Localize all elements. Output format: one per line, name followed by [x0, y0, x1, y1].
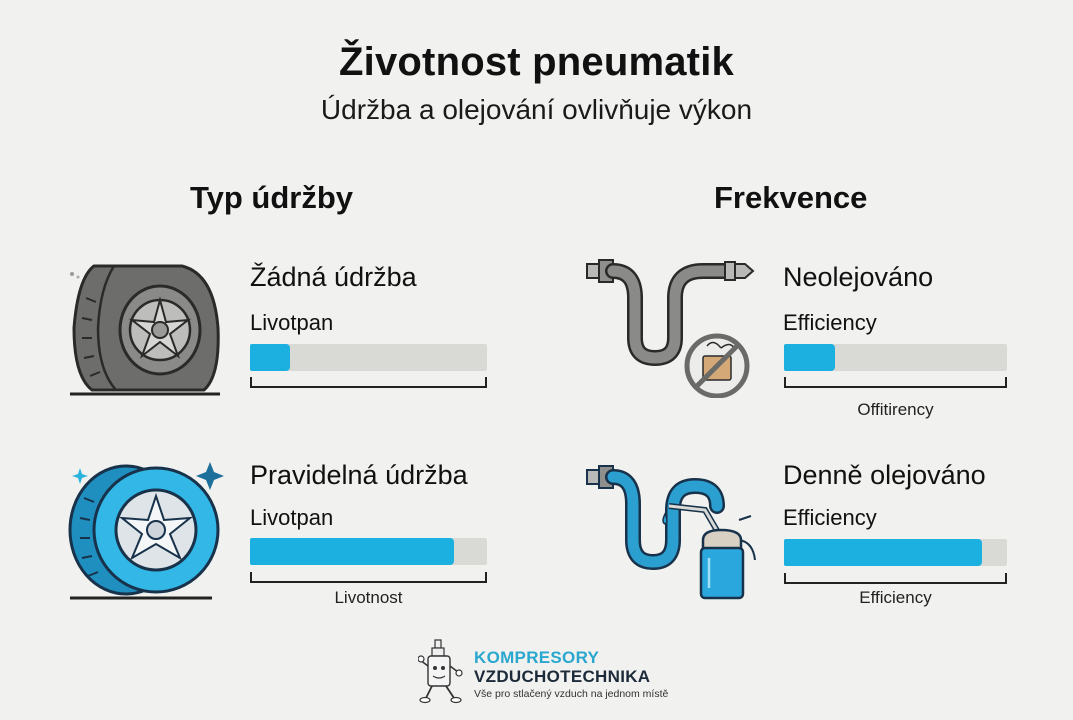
hose-oiler-icon: [586, 465, 756, 600]
lifespan-bar-track: [250, 344, 487, 371]
item-name: Neolejováno: [783, 262, 934, 292]
axis-label: Offitirency: [857, 400, 934, 419]
item-name: Denně olejováno: [783, 460, 986, 490]
efficiency-bar-fill: [784, 344, 836, 371]
flat-tire-icon: [70, 264, 220, 396]
efficiency-bar-fill: [784, 539, 983, 566]
logo-line-2: VZDUCHOTECHNIKA: [474, 667, 651, 686]
lifespan-bar-fill: [250, 344, 291, 371]
efficiency-bar-track: [784, 344, 1007, 371]
axis-bracket: [784, 377, 1007, 388]
item-metric-label: Efficiency: [783, 310, 877, 335]
item-name: Žádná údržba: [250, 262, 417, 292]
item-name: Pravidelná údržba: [250, 460, 468, 490]
inflated-tire-icon: [68, 462, 224, 600]
axis-bracket: [784, 573, 1007, 584]
column-heading-maintenance-type: Typ údržby: [190, 180, 354, 215]
page-title: Životnost pneumatik: [339, 40, 734, 84]
item-metric-label: Livotpan: [250, 505, 334, 530]
lifespan-bar-fill: [250, 538, 454, 565]
column-heading-frequency: Frekvence: [714, 180, 868, 215]
axis-label: Livotnost: [334, 588, 403, 607]
logo-line-1: KOMPRESORY: [474, 648, 600, 667]
item-metric-label: Efficiency: [783, 505, 877, 530]
brand-logo[interactable]: KOMPRESORY VZDUCHOTECHNIKA Vše pro stlač…: [418, 638, 668, 706]
compressor-mascot-icon: [418, 639, 463, 704]
logo-tagline: Vše pro stlačený vzduch na jednom místě: [474, 688, 669, 700]
hose-no-oil-icon: [586, 259, 755, 398]
page-subtitle: Údržba a olejování ovlivňuje výkon: [320, 94, 753, 125]
axis-bracket: [250, 377, 487, 388]
efficiency-bar-track: [784, 539, 1007, 566]
axis-label: Efficiency: [859, 588, 932, 607]
lifespan-bar-track: [250, 538, 487, 565]
item-metric-label: Livotpan: [250, 310, 334, 335]
axis-bracket: [250, 572, 487, 583]
